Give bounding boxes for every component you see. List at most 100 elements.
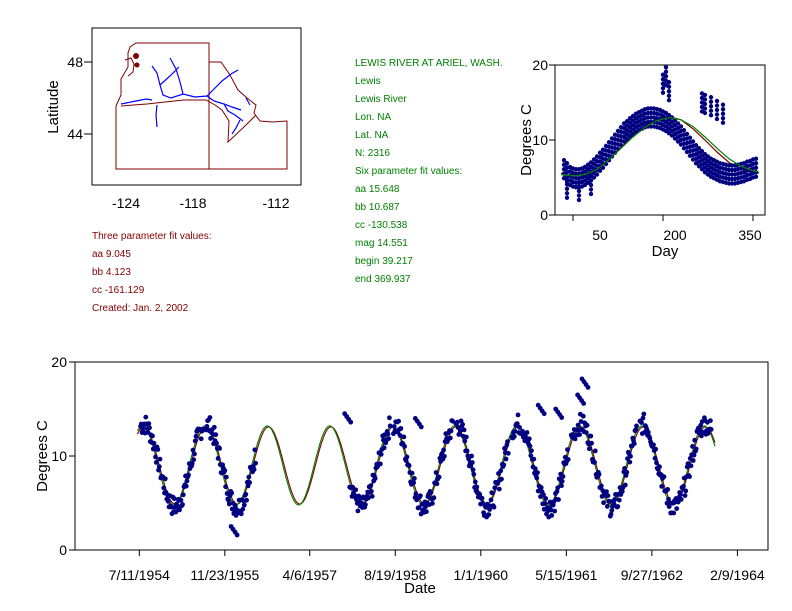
time-point [683, 489, 688, 494]
time-point [363, 502, 368, 507]
time-point [392, 424, 397, 429]
time-point [634, 424, 639, 429]
time-point [449, 429, 454, 434]
time-point [588, 434, 593, 439]
time-point [224, 475, 229, 480]
time-point [382, 445, 387, 450]
day-point [577, 189, 581, 193]
day-point [703, 93, 707, 97]
time-point [412, 476, 417, 481]
three-fit-header: Three parameter fit values: [92, 228, 212, 246]
time-point [561, 474, 566, 479]
time-xtick: 5/15/1961 [535, 567, 597, 583]
station-line: Lon. NA [355, 109, 503, 127]
time-point [441, 448, 446, 453]
day-point [721, 103, 725, 107]
day-point [667, 98, 671, 102]
day-point [565, 178, 569, 182]
time-point [512, 434, 517, 439]
time-xtick: 9/27/1962 [621, 567, 683, 583]
time-point [146, 421, 151, 426]
time-point [199, 436, 204, 441]
time-point [490, 491, 495, 496]
time-point [369, 489, 374, 494]
time-point [470, 460, 475, 465]
time-point [353, 487, 358, 492]
time-point [501, 463, 506, 468]
time-point [213, 432, 218, 437]
time-point [246, 475, 251, 480]
time-xlabel: Date [404, 580, 436, 597]
time-point [525, 430, 530, 435]
time-point [606, 493, 611, 498]
time-point [674, 506, 679, 511]
day-point [721, 116, 725, 120]
station-line: N: 2316 [355, 145, 503, 163]
time-point [402, 444, 407, 449]
map-xtick: -124 [112, 195, 140, 211]
time-xtick: 11/23/1955 [190, 567, 259, 583]
time-point [460, 422, 465, 427]
time-point [528, 444, 533, 449]
time-point [414, 491, 419, 496]
time-point [709, 427, 714, 432]
day-point [754, 175, 758, 179]
time-point [605, 504, 610, 509]
time-point [387, 415, 392, 420]
time-point [565, 447, 570, 452]
time-point [662, 474, 667, 479]
time-point [651, 442, 656, 447]
time-point [497, 487, 502, 492]
time-point [214, 441, 219, 446]
time-point [604, 489, 609, 494]
time-point [471, 472, 476, 477]
time-point [217, 446, 222, 451]
day-point [703, 106, 707, 110]
day-point [577, 180, 581, 184]
time-point [185, 479, 190, 484]
day-point [565, 161, 569, 165]
time-point [543, 501, 548, 506]
time-point [486, 512, 491, 517]
time-point [566, 457, 571, 462]
day-point [664, 74, 668, 78]
time-point [239, 511, 244, 516]
time-chart-frame [75, 362, 768, 550]
time-point [489, 498, 494, 503]
day-point [595, 172, 599, 176]
map-ytick: 44 [67, 126, 83, 142]
time-point [679, 497, 684, 502]
time-point [592, 460, 597, 465]
six-fit-value: aa 15.648 [355, 181, 503, 199]
puget-sound-marker [135, 63, 140, 68]
day-point [565, 191, 569, 195]
time-point [692, 438, 697, 443]
time-ylabel: Degrees C [34, 420, 51, 492]
time-point [356, 509, 361, 514]
time-point [517, 425, 522, 430]
time-point [399, 426, 404, 431]
time-point [150, 434, 155, 439]
time-point [601, 500, 606, 505]
time-point [691, 458, 696, 463]
time-point [244, 498, 249, 503]
time-point [180, 502, 185, 507]
time-point [681, 484, 686, 489]
time-point [205, 424, 210, 429]
day-point [709, 100, 713, 104]
day-point [565, 187, 569, 191]
time-point [534, 476, 539, 481]
time-point [252, 447, 257, 452]
time-point [163, 476, 168, 481]
time-point [448, 436, 453, 441]
time-point [469, 454, 474, 459]
time-point [242, 503, 247, 508]
time-point [253, 461, 258, 466]
day-xtick: 50 [592, 227, 608, 243]
time-point [678, 492, 683, 497]
day-point [703, 102, 707, 106]
day-point [589, 183, 593, 187]
time-point [641, 412, 646, 417]
time-point [474, 485, 479, 490]
time-point [492, 505, 497, 510]
